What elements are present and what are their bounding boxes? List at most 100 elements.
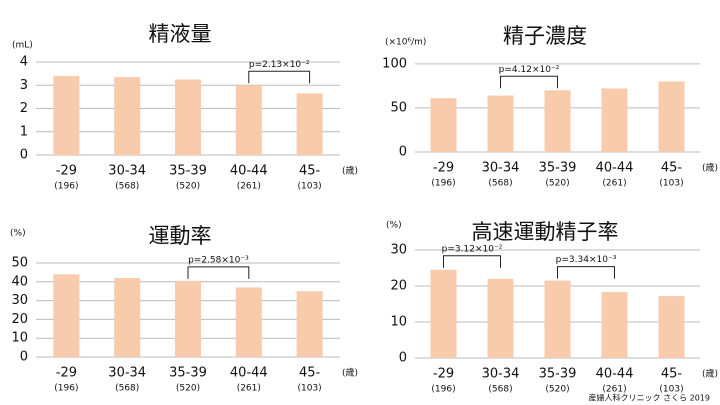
x-tick-label: 30-34 — [108, 164, 146, 179]
x-axis-unit: (歳) — [702, 162, 718, 174]
sample-size: (261) — [237, 384, 261, 394]
p-value: p=4.12×10⁻² — [499, 65, 560, 75]
y-tick-label: 3 — [20, 78, 28, 93]
bar — [544, 90, 571, 152]
bar — [658, 296, 685, 358]
y-tick-label: 10 — [11, 331, 28, 346]
bar — [235, 85, 262, 155]
p-value: p=3.12×10⁻² — [442, 244, 503, 254]
x-axis-unit: (歳) — [342, 367, 358, 379]
x-axis-unit: (歳) — [702, 368, 718, 380]
y-tick-label: 20 — [11, 312, 28, 327]
y-tick-label: 40 — [11, 274, 28, 289]
footer: 産婦人科クリニック さくら 2019 — [589, 393, 710, 403]
y-tick-label: 0 — [20, 148, 28, 163]
bar — [430, 269, 457, 358]
bar — [601, 292, 628, 358]
y-tick-label: 4 — [20, 55, 28, 70]
x-tick-label: 45- — [661, 161, 683, 176]
y-tick-label: 20 — [390, 279, 407, 294]
x-tick-label: 35-39 — [539, 161, 577, 176]
bar — [430, 98, 457, 152]
y-axis-label: (%) — [386, 221, 402, 231]
sample-size: (568) — [115, 384, 139, 394]
bar — [53, 75, 80, 155]
sample-size: (520) — [545, 385, 569, 395]
bar — [114, 278, 141, 357]
bar — [658, 81, 685, 152]
sample-size: (196) — [54, 384, 78, 394]
x-tick-label: 45- — [299, 164, 321, 179]
bar — [175, 280, 201, 357]
x-tick-label: -29 — [56, 164, 77, 179]
sample-size: (196) — [54, 182, 78, 192]
sample-size: (196) — [431, 385, 455, 395]
x-tick-label: 40-44 — [230, 366, 268, 381]
sample-size: (520) — [176, 384, 200, 394]
bar — [487, 95, 514, 152]
x-tick-label: 45- — [299, 366, 321, 381]
sample-size: (520) — [176, 182, 200, 192]
x-tick-label: 40-44 — [596, 161, 634, 176]
p-value: p=2.58×10⁻³ — [188, 255, 249, 265]
y-tick-label: 2 — [20, 101, 28, 116]
significance-bracket — [500, 75, 558, 89]
bar — [296, 93, 323, 155]
x-tick-label: -29 — [433, 161, 454, 176]
y-axis-label: (mL) — [12, 41, 33, 51]
y-tick-label: 30 — [11, 293, 28, 308]
sample-size: (103) — [297, 384, 321, 394]
sample-size: (568) — [488, 179, 512, 189]
x-tick-label: 35-39 — [539, 367, 577, 382]
significance-bracket — [248, 70, 311, 84]
y-tick-label: 1 — [20, 124, 28, 139]
x-tick-label: 45- — [661, 367, 683, 382]
y-tick-label: 0 — [399, 351, 407, 366]
significance-bracket — [187, 266, 250, 279]
x-tick-label: 35-39 — [169, 164, 207, 179]
bar — [487, 278, 514, 358]
chart-title: 精子濃度 — [503, 24, 587, 48]
x-tick-label: 35-39 — [169, 366, 207, 381]
bar — [544, 280, 571, 358]
significance-bracket — [557, 266, 615, 279]
chart-title: 運動率 — [149, 224, 212, 248]
p-value: p=3.34×10⁻³ — [556, 255, 617, 265]
y-axis-label: (%) — [10, 229, 26, 239]
x-tick-label: -29 — [433, 367, 454, 382]
x-axis-unit: (歳) — [342, 165, 358, 177]
x-tick-label: 40-44 — [596, 367, 634, 382]
chart-title: 高速運動精子率 — [472, 220, 619, 244]
y-axis-label: (×10⁶/m) — [385, 38, 426, 48]
significance-bracket — [443, 255, 501, 268]
chart-title: 精液量 — [149, 22, 212, 46]
bar — [296, 291, 323, 357]
x-tick-label: 30-34 — [482, 161, 520, 176]
bar — [601, 88, 628, 152]
y-tick-label: 30 — [390, 243, 407, 258]
y-tick-label: 50 — [11, 256, 28, 271]
y-tick-label: 100 — [382, 56, 407, 71]
sample-size: (568) — [488, 385, 512, 395]
sample-size: (261) — [237, 182, 261, 192]
bar — [235, 287, 262, 357]
x-tick-label: 40-44 — [230, 164, 268, 179]
y-tick-label: 50 — [390, 100, 407, 115]
bar — [53, 274, 80, 357]
p-value: p=2.13×10⁻² — [249, 60, 310, 70]
x-tick-label: 30-34 — [108, 366, 146, 381]
sample-size: (103) — [659, 385, 683, 395]
y-tick-label: 10 — [390, 315, 407, 330]
y-tick-label: 0 — [399, 145, 407, 160]
bar — [114, 77, 141, 155]
bar — [175, 79, 201, 155]
x-tick-label: -29 — [56, 366, 77, 381]
sample-size: (520) — [545, 179, 569, 189]
sample-size: (196) — [431, 179, 455, 189]
y-tick-label: 0 — [20, 350, 28, 365]
sample-size: (261) — [602, 385, 626, 395]
sample-size: (568) — [115, 182, 139, 192]
x-tick-label: 30-34 — [482, 367, 520, 382]
sample-size: (261) — [602, 179, 626, 189]
